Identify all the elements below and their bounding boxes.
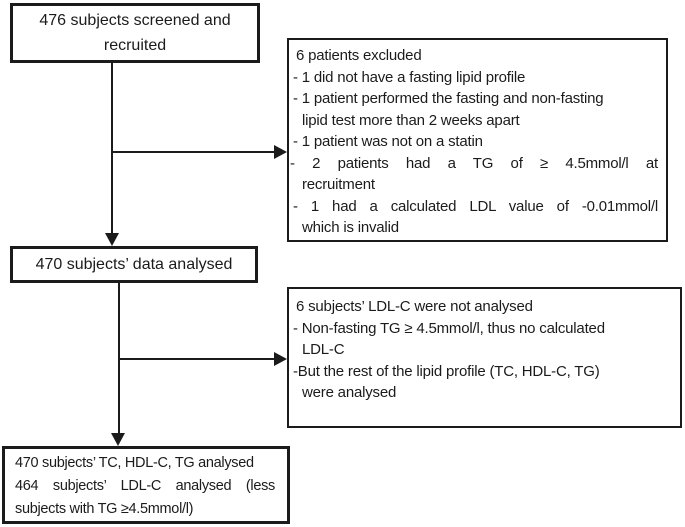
box-line: - 2 patients had a TG of ≥ 4.5mmol/l at <box>290 154 658 172</box>
connector-to-ldl-not-analysed <box>119 358 276 360</box>
box-line: - 1 had a calculated LDL value of -0.01m… <box>293 197 658 215</box>
connector-to-exclusions <box>112 151 276 153</box>
connector-screened-to-analysed <box>111 63 113 235</box>
box-line: -But the rest of the lipid profile (TC, … <box>293 362 600 380</box>
box-line: which is invalid <box>302 219 399 236</box>
box-line: 6 subjects’ LDL-C were not analysed <box>296 298 533 315</box>
box-data-analysed: 470 subjects’ data analysed <box>10 246 258 283</box>
box-subjects-screened: 476 subjects screened and recruited <box>10 3 260 63</box>
box-patients-excluded: 6 patients excluded - 1 did not have a fa… <box>287 38 668 242</box>
arrowhead-down-icon <box>111 433 125 446</box>
box-line: subjects with TG ≥4.5mmol/l) <box>15 501 194 517</box>
box-line: were analysed <box>302 384 397 401</box>
box-line: 6 patients excluded <box>296 47 422 64</box>
box-ldl-not-analysed: 6 subjects’ LDL-C were not analysed - Non… <box>287 287 682 428</box>
box-line: recruited <box>103 37 167 54</box>
box-line: recruitment <box>302 176 375 193</box>
arrowhead-right-icon <box>274 352 287 366</box>
box-line: LDL-C <box>302 341 345 358</box>
box-line: 470 subjects’ TC, HDL-C, TG analysed <box>15 455 254 471</box>
box-line: - 1 patient was not on a statin <box>293 133 483 150</box>
box-line: lipid test more than 2 weeks apart <box>302 111 520 129</box>
box-line: 464 subjects’ LDL-C analysed (less <box>15 478 275 494</box>
box-line: - Non-fasting TG ≥ 4.5mmol/l, thus no ca… <box>293 319 605 337</box>
box-line: - 1 patient performed the fasting and no… <box>293 90 604 107</box>
box-line: 476 subjects screened and <box>39 12 231 29</box>
box-line: - 1 did not have a fasting lipid profile <box>293 68 526 86</box>
arrowhead-down-icon <box>105 233 119 246</box>
box-line: 470 subjects’ data analysed <box>35 255 233 273</box>
box-final-analysed: 470 subjects’ TC, HDL-C, TG analysed 464 … <box>2 446 290 524</box>
arrowhead-right-icon <box>274 145 287 159</box>
